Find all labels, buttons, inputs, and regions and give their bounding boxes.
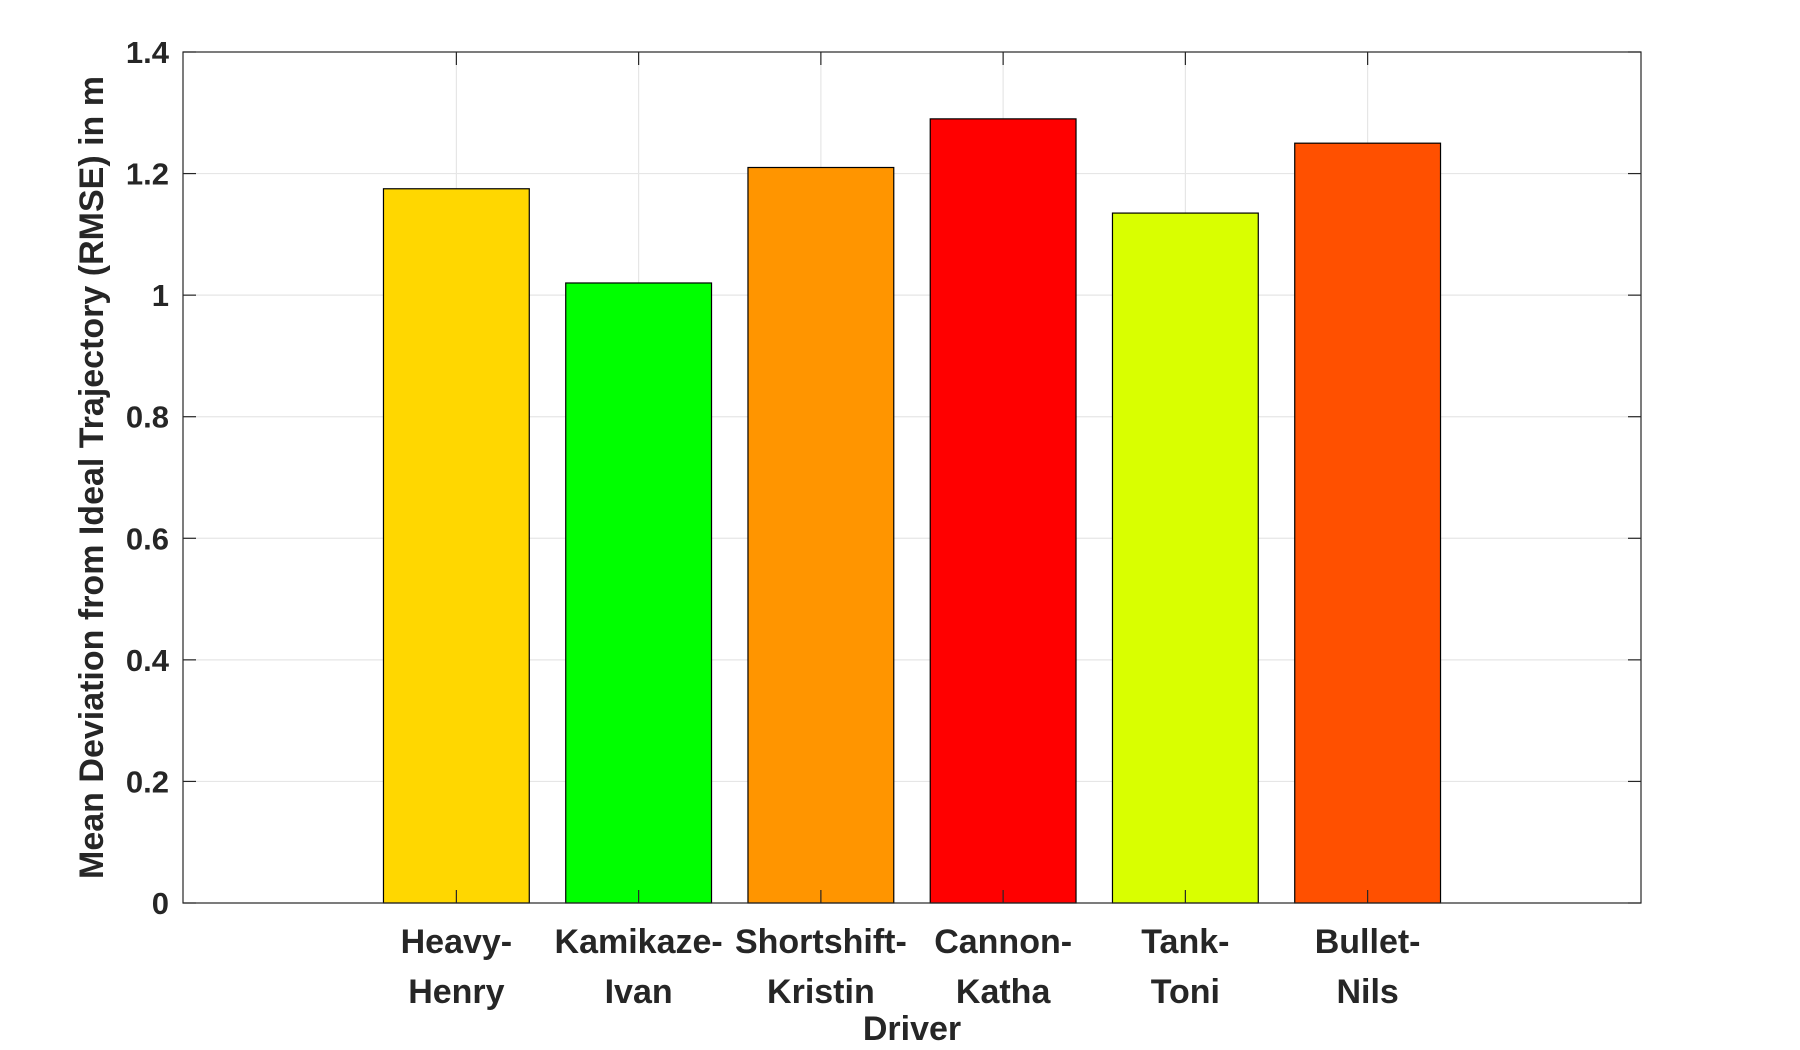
x-category-label-line: Bullet- — [1315, 923, 1421, 961]
x-category-label-line: Nils — [1336, 973, 1398, 1011]
bars — [382, 118, 1442, 904]
bar-shortshiftkristin — [747, 166, 895, 904]
x-category-label-line: Kamikaze- — [555, 923, 723, 961]
y-tick-label: 0.2 — [126, 764, 169, 799]
x-category-label: Heavy- Henry — [401, 923, 513, 1011]
x-category-label: Cannon- Katha — [934, 923, 1072, 1011]
x-category-label: Bullet- Nils — [1315, 923, 1421, 1011]
x-category-label-line: Tank- — [1141, 923, 1229, 961]
tick-marks — [183, 51, 1641, 904]
x-category-label: Tank- Toni — [1141, 923, 1229, 1011]
x-category-label: Kamikaze- Ivan — [555, 923, 723, 1011]
x-category-label-line: Henry — [408, 973, 504, 1011]
y-tick-label: 0.8 — [126, 400, 169, 435]
y-tick-label: 1 — [152, 278, 169, 313]
x-category-labels: Heavy- Henry Kamikaze- Ivan Shortshift- Krist… — [401, 923, 1421, 1011]
x-category-label-line: Toni — [1151, 973, 1220, 1011]
bar-cannonkatha — [929, 118, 1077, 904]
x-category-label: Shortshift- Kristin — [735, 923, 907, 1011]
y-tick-label: 1.2 — [126, 157, 169, 192]
plot-frame — [182, 51, 1642, 904]
x-category-label-line: Kristin — [767, 973, 875, 1011]
y-axis-label: Mean Deviation from Ideal Trajectory (RM… — [73, 76, 111, 879]
x-axis-label: Driver — [863, 1010, 961, 1048]
x-category-label-line: Shortshift- — [735, 923, 907, 961]
x-category-label-line: Cannon- — [934, 923, 1072, 961]
y-tick-label: 1.4 — [126, 35, 170, 70]
x-category-label-line: Ivan — [605, 973, 673, 1011]
y-tick-label: 0.4 — [126, 643, 170, 678]
y-tick-label: 0 — [152, 886, 169, 921]
y-tick-label: 0.6 — [126, 521, 169, 556]
x-category-label-line: Katha — [956, 973, 1052, 1011]
bar-tanktoni — [1111, 212, 1259, 904]
x-category-label-line: Heavy- — [401, 923, 513, 961]
y-tick-labels: 0 0.2 0.4 0.6 0.8 1 1.2 1.4 — [126, 35, 170, 921]
bar-heavyhenry — [382, 188, 530, 904]
bar-bulletnils — [1294, 142, 1442, 904]
bar-kamikazeivan — [565, 282, 713, 904]
